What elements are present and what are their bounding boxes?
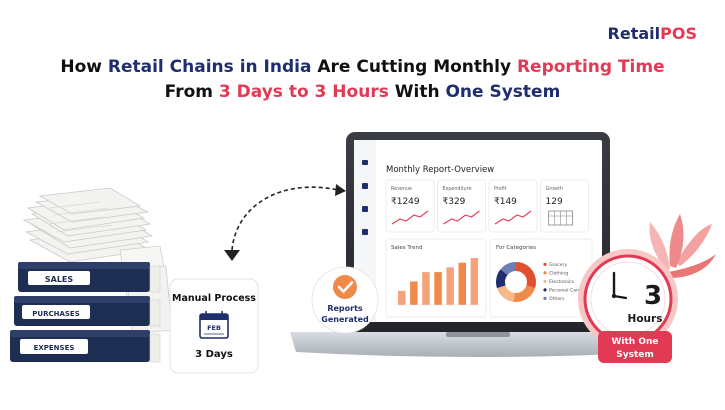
sales-trend-bar	[398, 290, 406, 305]
kpi-label: Revenue	[391, 186, 412, 192]
sales-trend-bar	[470, 258, 479, 305]
three-hours-clock-badge: 3 Hours With One System	[578, 249, 678, 363]
kpi-card-3: Growth 129	[540, 179, 589, 233]
sidebar-doc-icon	[362, 183, 368, 189]
kpi-card-0: Revenue ₹1249	[385, 179, 435, 233]
line1-segment: Reporting Time	[516, 57, 665, 77]
donut-slice	[516, 262, 536, 289]
brand-logo-part2: POS	[660, 24, 697, 43]
dashboard-sidebar-icons	[362, 160, 368, 235]
brand-logo[interactable]: RetailPOS	[608, 24, 697, 43]
kpi-value: 129	[546, 197, 563, 207]
binder-label-expenses: EXPENSES	[34, 344, 75, 352]
legend-label: Clothing	[549, 271, 568, 277]
kpi-label: Growth	[546, 186, 563, 192]
kpi-cards: Revenue ₹1249 Expenditure ₹329 Profit ₹149 Gro…	[385, 179, 589, 233]
binder-purchases: PURCHASES	[14, 296, 161, 327]
line2-segment: 3 Days to 3 Hours	[218, 82, 389, 102]
legend-label: Personal Care	[549, 288, 581, 294]
sales-trend-bar	[410, 281, 418, 305]
kpi-label: Profit	[494, 186, 507, 192]
legend-label: Others	[549, 296, 565, 302]
legend-dot	[543, 271, 547, 275]
brand-logo-part1: Retail	[607, 24, 661, 43]
donut-slice	[500, 262, 516, 275]
line1-segment: How	[60, 57, 108, 77]
donut-slice	[513, 285, 536, 302]
reports-generated-badge: Reports Generated	[311, 266, 379, 334]
legend-dot	[543, 296, 547, 300]
sidebar-chart-icon	[362, 229, 368, 235]
dashboard-title: Monthly Report-Overview	[386, 165, 494, 175]
categories-title: For Categories	[496, 245, 536, 251]
line1-segment: Retail Chains in India	[107, 57, 312, 77]
plant-decoration	[649, 214, 716, 278]
kpi-label: Expenditure	[443, 186, 472, 192]
sales-trend-bar	[422, 272, 430, 305]
calendar-month-text: FEB	[207, 324, 221, 332]
line1-segment: Are Cutting Monthly	[311, 57, 517, 77]
sales-trend-bar	[434, 272, 442, 305]
categories-donut	[496, 262, 536, 302]
kpi-trend-line	[443, 210, 480, 225]
sidebar-home-icon	[362, 160, 368, 165]
binder-label-purchases: PURCHASES	[32, 310, 79, 318]
sales-trend-bars	[398, 258, 479, 305]
sales-trend-panel: Sales Trend	[385, 238, 487, 318]
sales-trend-bar	[458, 262, 466, 305]
sales-trend-bar	[446, 267, 454, 305]
donut-slice	[496, 269, 508, 289]
binder-label-sales: SALES	[45, 275, 74, 284]
kpi-value: ₹1249	[391, 197, 420, 207]
reports-generated-line2: Generated	[321, 315, 369, 324]
line2-segment: From	[164, 82, 219, 102]
line2-segment: One System	[445, 82, 561, 102]
kpi-table-icon	[548, 210, 573, 226]
hours-number: 3	[644, 281, 662, 311]
kpi-card-2: Profit ₹149	[488, 179, 538, 233]
manual-process-card: Manual Process FEB 3 Days	[169, 278, 259, 374]
legend-dot	[543, 262, 547, 266]
legend-label: Electronics	[549, 279, 575, 285]
binder-sales: SALES	[18, 262, 161, 293]
kpi-trend-line	[494, 210, 532, 225]
checkmark-icon	[333, 275, 357, 299]
kpi-card-1: Expenditure ₹329	[437, 179, 486, 233]
reports-generated-line1: Reports	[327, 304, 363, 313]
headline-line-2: From 3 Days to 3 Hours With One System	[0, 80, 725, 104]
categories-panel: For Categories Grocery Clothing Electronic…	[489, 238, 593, 318]
legend-dot	[543, 279, 547, 283]
sales-trend-title: Sales Trend	[391, 245, 422, 251]
manual-process-title: Manual Process	[172, 293, 256, 304]
donut-slice	[496, 285, 515, 302]
categories-legend: Grocery Clothing Electronics Personal Care O…	[543, 262, 581, 302]
dashed-arrow-icon	[224, 184, 346, 261]
legend-dot	[543, 288, 547, 292]
kpi-value: ₹149	[494, 197, 517, 207]
one-system-tag-line2: System	[616, 350, 654, 360]
line2-segment: With	[388, 82, 446, 102]
hours-unit: Hours	[628, 313, 663, 325]
calendar-icon: FEB	[199, 311, 229, 339]
manual-process-days: 3 Days	[195, 349, 233, 360]
legend-label: Grocery	[549, 262, 567, 268]
kpi-value: ₹329	[443, 197, 466, 207]
binder-expenses: EXPENSES	[10, 330, 161, 363]
sidebar-table-icon	[362, 206, 368, 212]
kpi-trend-line	[391, 210, 429, 225]
headline-line-1: How Retail Chains in India Are Cutting M…	[0, 55, 725, 79]
one-system-tag-line1: With One	[611, 337, 658, 347]
clock-icon	[611, 271, 628, 300]
